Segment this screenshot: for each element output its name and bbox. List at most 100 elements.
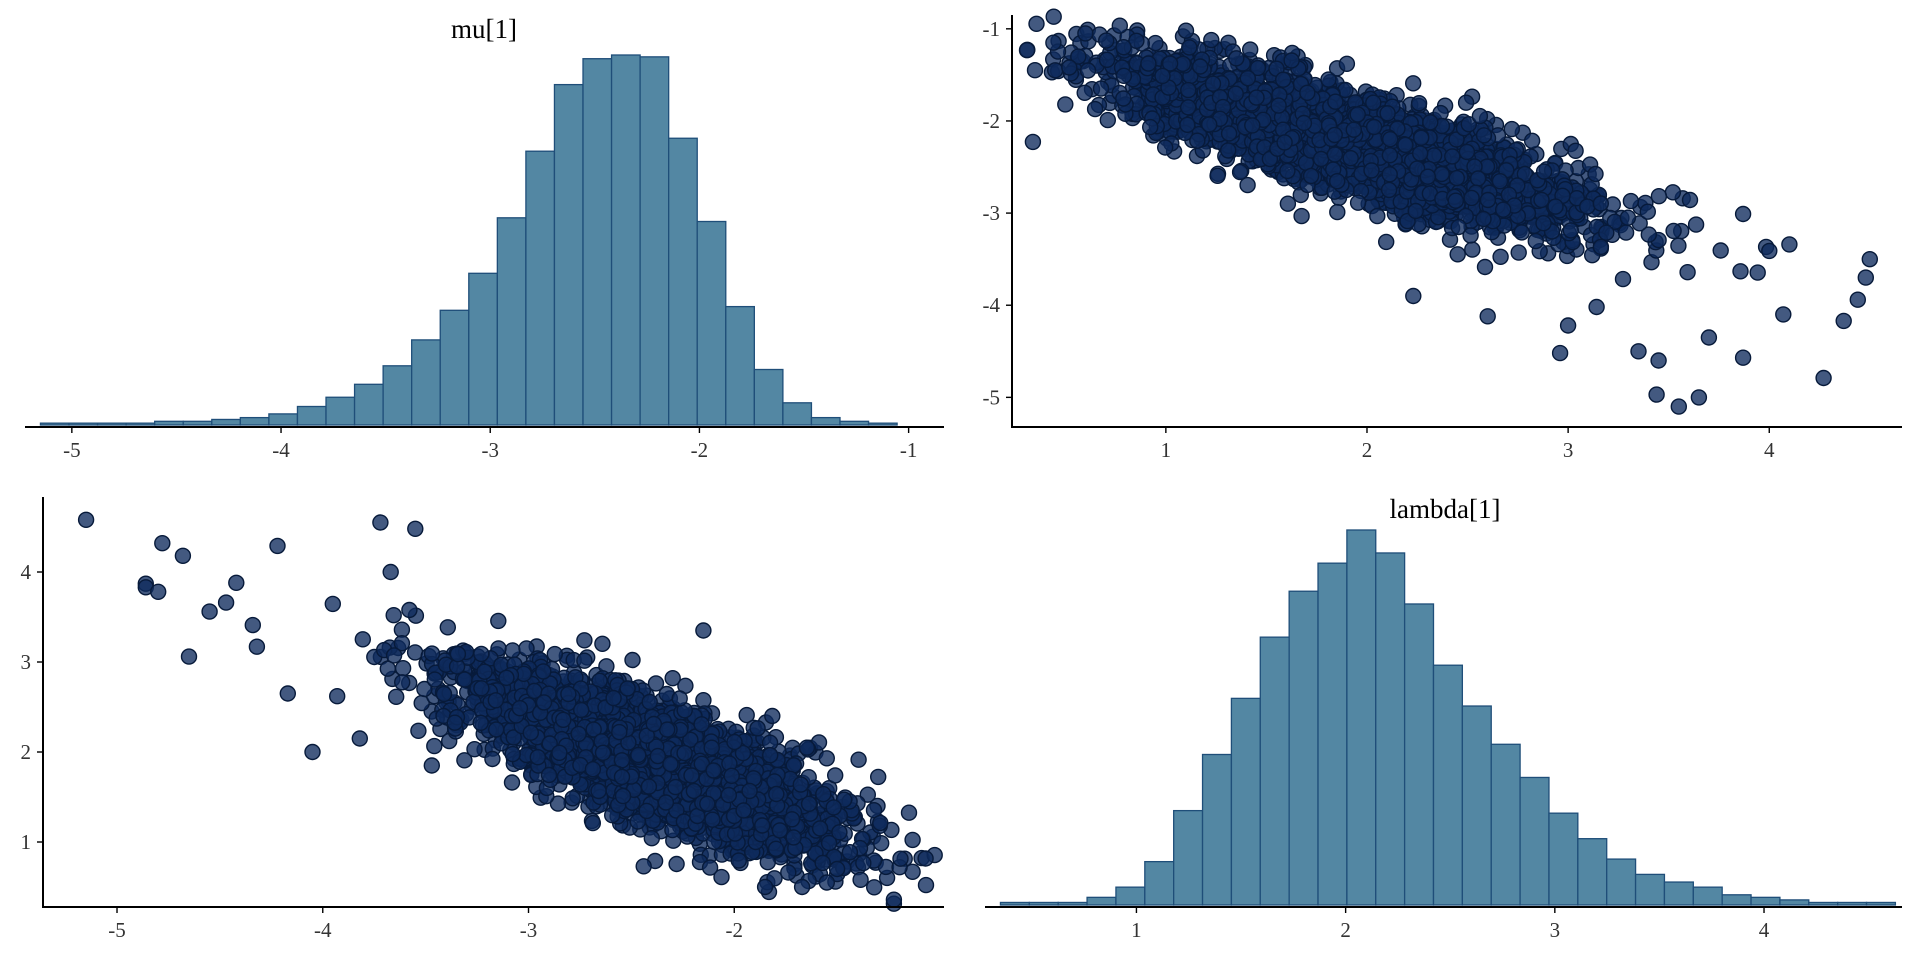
scatter-point bbox=[1328, 172, 1346, 190]
scatter-point bbox=[1338, 55, 1356, 72]
scatter-point bbox=[1849, 291, 1867, 308]
scatter-point bbox=[1559, 317, 1577, 334]
scatter-point bbox=[1479, 308, 1496, 325]
x-tick-label: 3 bbox=[1563, 438, 1574, 462]
scatter-point bbox=[1115, 67, 1133, 85]
scatter-point bbox=[1369, 207, 1386, 225]
scatter-point bbox=[1349, 194, 1367, 211]
scatter-point bbox=[1734, 205, 1752, 223]
histogram-bar bbox=[496, 217, 527, 426]
y-tick-label: -5 bbox=[983, 385, 1001, 409]
scatter-point bbox=[1551, 344, 1569, 362]
x-tick-label: -1 bbox=[900, 438, 918, 462]
scatter-point bbox=[1057, 96, 1074, 113]
scatter-point bbox=[401, 601, 418, 619]
scatter-point bbox=[1099, 111, 1117, 129]
scatter-point bbox=[1024, 133, 1042, 151]
scatter-point bbox=[1141, 118, 1159, 136]
histogram-bar bbox=[725, 305, 755, 426]
histogram-bar bbox=[753, 368, 784, 426]
scatter-point bbox=[1179, 116, 1196, 134]
scatter-point bbox=[1749, 264, 1766, 281]
scatter-point bbox=[1179, 99, 1197, 116]
scatter-point bbox=[385, 607, 402, 624]
scatter-point bbox=[503, 774, 521, 791]
scatter-point bbox=[1734, 349, 1752, 366]
scatter-point bbox=[1857, 269, 1875, 286]
scatter-point bbox=[1299, 84, 1316, 102]
scatter-point bbox=[1111, 17, 1129, 34]
scatter-point bbox=[1092, 80, 1110, 97]
x-tick-label: -4 bbox=[272, 438, 290, 462]
histogram-bar bbox=[68, 422, 99, 426]
scatter-point bbox=[1191, 58, 1209, 75]
scatter-point bbox=[1650, 352, 1667, 369]
histogram-bar bbox=[239, 416, 270, 426]
scatter-point bbox=[1115, 39, 1132, 56]
scatter-point bbox=[1449, 246, 1466, 263]
scatter-point bbox=[1349, 106, 1366, 123]
histogram-bar bbox=[382, 365, 413, 426]
scatter-point bbox=[439, 619, 456, 636]
scatter-point bbox=[1640, 226, 1658, 243]
scatter-point bbox=[1598, 224, 1615, 241]
histogram-bar bbox=[839, 420, 870, 426]
scatter-point bbox=[1503, 120, 1521, 138]
scatter-point bbox=[1457, 94, 1475, 111]
scatter-point bbox=[850, 751, 867, 768]
scatter-point bbox=[1463, 189, 1480, 207]
scatter-point bbox=[1781, 236, 1798, 253]
histogram-bar bbox=[268, 413, 299, 426]
scatter-point bbox=[1630, 343, 1647, 360]
scatter-point bbox=[504, 642, 521, 659]
scatter-point bbox=[1397, 136, 1414, 154]
scatter-point bbox=[1028, 15, 1045, 32]
scatter-point bbox=[1046, 62, 1064, 79]
scatter-point bbox=[1227, 85, 1244, 102]
scatter-point bbox=[1535, 163, 1553, 180]
scatter-point bbox=[1479, 191, 1497, 209]
scatter-point bbox=[1614, 270, 1632, 288]
scatter-point bbox=[1181, 39, 1198, 56]
scatter-point bbox=[1381, 146, 1399, 164]
scatter-point bbox=[1670, 237, 1687, 254]
scatter-point bbox=[1407, 202, 1424, 220]
scatter-point bbox=[1815, 369, 1832, 387]
scatter-point bbox=[1412, 129, 1430, 147]
scatter-point bbox=[1154, 67, 1171, 85]
scatter-point bbox=[1076, 84, 1093, 102]
histogram-bar bbox=[582, 58, 613, 426]
histogram-bar bbox=[553, 83, 584, 426]
scatter-point bbox=[1295, 114, 1313, 132]
scatter-point bbox=[1363, 162, 1380, 179]
scatter-point bbox=[584, 814, 601, 832]
scatter-point bbox=[1274, 71, 1292, 88]
scatter-point bbox=[1365, 94, 1382, 111]
scatter-point bbox=[1302, 167, 1320, 185]
histogram-bar bbox=[39, 422, 70, 426]
scatter-point bbox=[1279, 195, 1297, 212]
scatter-point bbox=[1098, 51, 1116, 68]
y-tick-label: -4 bbox=[983, 293, 1001, 317]
scatter-point bbox=[1327, 93, 1344, 110]
scatter-point bbox=[1379, 105, 1396, 122]
histogram-bar bbox=[867, 422, 898, 426]
scatter-point bbox=[1381, 166, 1398, 183]
scatter-point bbox=[1177, 22, 1195, 39]
scatter-point bbox=[1086, 100, 1104, 118]
scatter-point bbox=[1422, 114, 1439, 131]
scatter-point bbox=[1077, 25, 1094, 42]
scatter-point bbox=[1861, 251, 1879, 268]
scatter-point bbox=[1513, 224, 1531, 241]
panel-title: mu[1] bbox=[451, 14, 517, 44]
scatter-point bbox=[1447, 192, 1465, 209]
scatter-point bbox=[1026, 61, 1044, 79]
histogram-bar bbox=[610, 54, 641, 426]
scatter-point bbox=[1687, 216, 1705, 233]
scatter-point bbox=[1204, 75, 1222, 92]
scatter-point bbox=[1700, 329, 1718, 346]
scatter-point bbox=[1419, 168, 1437, 185]
scatter-point bbox=[1410, 94, 1428, 112]
scatter-point bbox=[1329, 203, 1346, 221]
